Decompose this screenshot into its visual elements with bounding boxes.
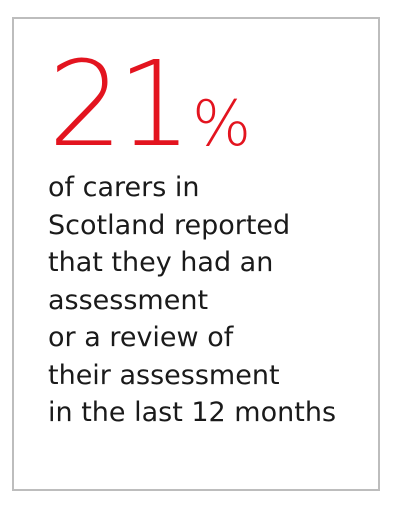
info-card: 21% of carers in Scotland reported that th… <box>12 17 380 491</box>
description-line: of carers in <box>48 172 200 203</box>
description-line: their assessment <box>48 359 280 391</box>
description-line: assessment <box>48 284 209 316</box>
description-line: in the last 12 months <box>48 397 337 428</box>
stat-symbol: % <box>192 87 252 160</box>
statistic: 21% <box>48 45 251 163</box>
description-line: Scotland reported <box>48 209 291 241</box>
description-line: that they had an <box>48 247 274 278</box>
description-line: or a review of <box>48 322 234 353</box>
stat-number: 21 <box>48 35 192 173</box>
description: of carers in Scotland reported that they h… <box>48 169 336 432</box>
